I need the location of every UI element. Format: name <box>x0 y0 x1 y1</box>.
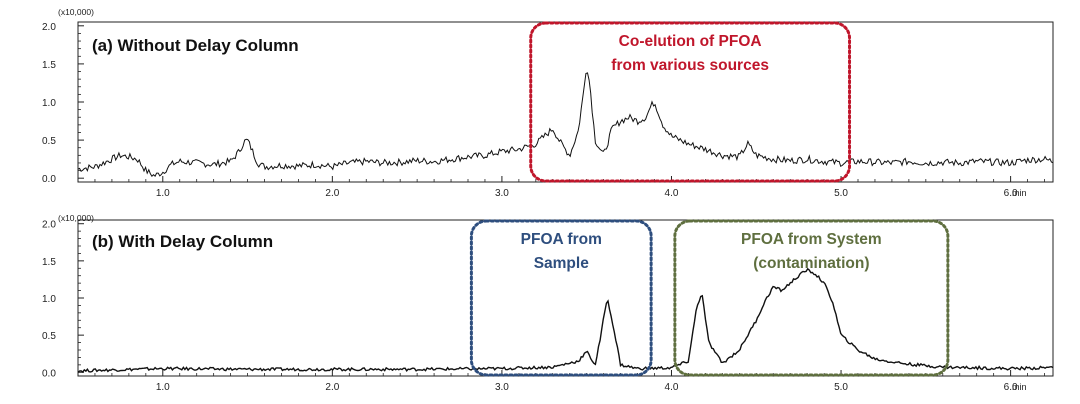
y-tick-label: 0.5 <box>42 136 56 147</box>
x-tick-label: 4.0 <box>665 188 679 199</box>
panel-without-delay-column: (x10,000) (a) Without Delay Column 0.0 0.… <box>42 7 1054 199</box>
annotation-box <box>529 21 852 183</box>
x-tick-label: 3.0 <box>495 382 509 393</box>
y-scale-label: (x10,000) <box>58 213 94 223</box>
x-tick-label: 6.0 <box>1004 382 1018 393</box>
x-tick-label: 2.0 <box>325 382 339 393</box>
x-unit-label: min <box>1012 382 1027 392</box>
y-tick-label: 1.0 <box>42 294 56 305</box>
annotation-box <box>673 219 950 377</box>
annotation-text: (contamination) <box>753 255 869 272</box>
x-tick-label: 4.0 <box>665 382 679 393</box>
y-tick-label: 0.5 <box>42 331 56 342</box>
y-tick-label: 1.5 <box>42 60 56 71</box>
annotation-text: Sample <box>534 255 590 272</box>
x-tick-label: 5.0 <box>834 188 848 199</box>
x-tick-label: 3.0 <box>495 188 509 199</box>
annotation-text: from various sources <box>611 57 769 74</box>
x-tick-label: 6.0 <box>1004 188 1018 199</box>
y-tick-label: 2.0 <box>42 220 56 231</box>
annotation-box <box>469 219 653 377</box>
annotation-text: PFOA from System <box>741 231 882 248</box>
x-tick-label: 1.0 <box>156 382 170 393</box>
trace-with-delay-column <box>77 267 1054 373</box>
x-tick-label: 2.0 <box>325 188 339 199</box>
y-tick-label: 1.0 <box>42 98 56 109</box>
y-tick-label: 0.0 <box>42 368 56 379</box>
y-tick-label: 1.5 <box>42 257 56 268</box>
trace-without-delay-column <box>77 72 1054 178</box>
x-tick-label: 5.0 <box>834 382 848 393</box>
annotation-text: Co-elution of PFOA <box>619 33 762 50</box>
y-tick-label: 2.0 <box>42 22 56 33</box>
y-scale-label: (x10,000) <box>58 7 94 17</box>
panel-title: (b) With Delay Column <box>92 232 273 251</box>
panel-title: (a) Without Delay Column <box>92 36 299 55</box>
x-tick-label: 1.0 <box>156 188 170 199</box>
x-unit-label: min <box>1012 188 1027 198</box>
y-tick-label: 0.0 <box>42 174 56 185</box>
panel-with-delay-column: (x10,000) (b) With Delay Column 0.0 0.5 1.… <box>42 213 1054 393</box>
annotation-text: PFOA from <box>521 231 602 248</box>
